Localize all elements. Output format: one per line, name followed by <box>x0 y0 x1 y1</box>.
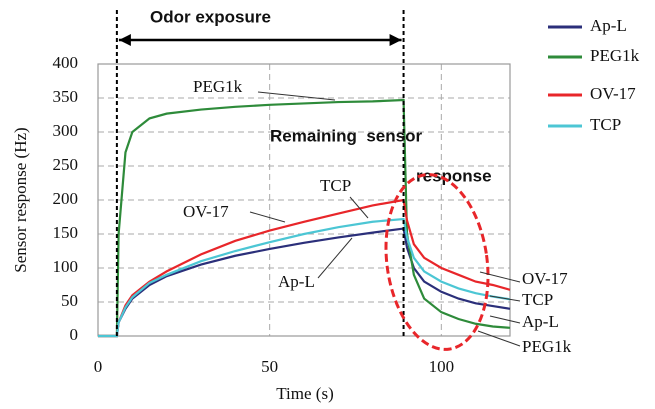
y-tick-label: 300 <box>53 121 79 140</box>
x-axis-label: Time (s) <box>276 384 333 403</box>
legend-label: TCP <box>590 115 621 134</box>
leader-line <box>349 196 369 219</box>
series-line <box>98 217 511 338</box>
y-tick-label: 0 <box>70 325 79 344</box>
y-tick-label: 50 <box>61 291 78 310</box>
highlight-ellipse <box>384 173 490 351</box>
y-axis-label: Sensor response (Hz) <box>11 127 30 272</box>
leader-line <box>479 271 521 283</box>
x-tick-label: 100 <box>429 357 455 376</box>
legend-label: OV-17 <box>590 84 636 103</box>
remark: response <box>416 166 492 185</box>
x-tick-label: 50 <box>261 357 278 376</box>
leader-line <box>249 211 286 223</box>
leader-line <box>489 315 521 324</box>
line-label: OV-17 <box>522 269 568 288</box>
arrow-head <box>118 34 131 46</box>
y-tick-label: 200 <box>53 189 79 208</box>
y-tick-label: 350 <box>53 87 79 106</box>
line-label: OV-17 <box>183 202 229 221</box>
line-label: Ap-L <box>522 312 559 331</box>
series-line <box>98 198 511 338</box>
y-tick-label: 100 <box>53 257 79 276</box>
plot-frame <box>97 63 511 337</box>
x-tick-label: 0 <box>94 357 103 376</box>
leader-line <box>489 295 521 302</box>
line-label: Ap-L <box>278 272 315 291</box>
legend-label: PEG1k <box>590 46 640 65</box>
legend-label: Ap-L <box>590 16 627 35</box>
line-label: TCP <box>522 290 553 309</box>
y-tick-label: 150 <box>53 223 79 242</box>
arrow-head <box>389 34 402 46</box>
series-line <box>98 98 511 338</box>
exposure-label: Odor exposure <box>150 7 271 26</box>
y-tick-label: 400 <box>53 53 79 72</box>
y-tick-label: 250 <box>53 155 79 174</box>
leader-line <box>257 91 336 101</box>
line-label: TCP <box>320 176 351 195</box>
leader-line <box>477 330 521 347</box>
leader-line <box>317 237 353 279</box>
remark: Remaining sensor <box>270 126 422 145</box>
line-label: PEG1k <box>522 337 572 356</box>
line-label: PEG1k <box>193 77 243 96</box>
